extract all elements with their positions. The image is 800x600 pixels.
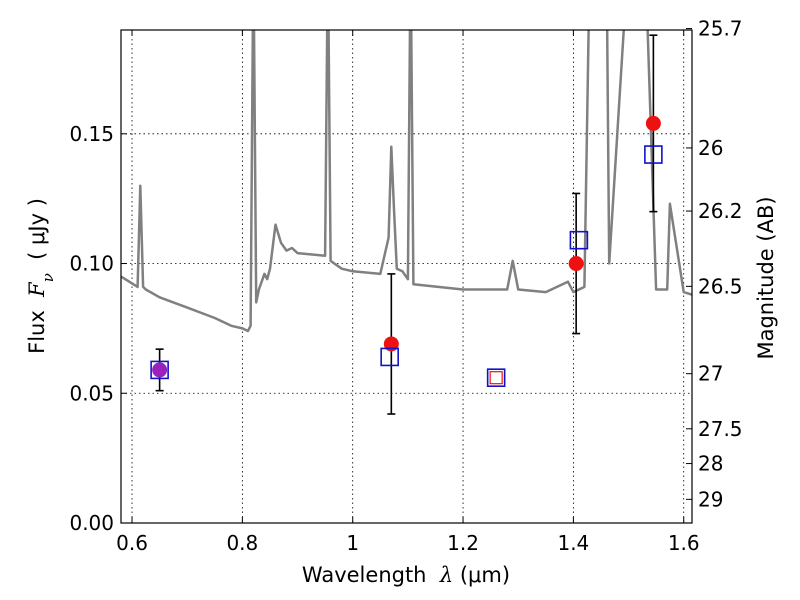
observed-point — [152, 362, 168, 378]
y-tick-label: 0.10 — [69, 252, 114, 276]
right-tick-label: 27.5 — [698, 417, 743, 441]
x-axis-label: Wavelength λ (μm) — [302, 563, 510, 587]
x-axis-label-symbol: λ — [439, 563, 453, 587]
x-tick-label: 1.6 — [668, 531, 700, 555]
right-tick-label: 25.7 — [698, 17, 743, 41]
y-axis-label-symbol: F — [25, 281, 49, 298]
photometry-points — [150, 34, 663, 415]
x-tick-label: 1.4 — [557, 531, 589, 555]
x-tick-label: 0.8 — [226, 531, 258, 555]
synthetic-point — [569, 230, 589, 250]
right-tick-label: 27 — [698, 362, 723, 386]
observed-point — [645, 115, 661, 131]
y-axis-label: Flux Fν ( μJy ) — [25, 198, 57, 354]
svg-text:Wavelength λ (μm): Wavelength λ (μm) — [302, 563, 510, 587]
right-tick-label: 29 — [698, 487, 723, 511]
right-tick-label: 26 — [698, 136, 723, 160]
y-axis-label-suffix: ( μJy ) — [25, 198, 49, 273]
model-spectrum — [121, 30, 692, 333]
synthetic-point — [486, 368, 506, 387]
y-tick-label: 0.00 — [69, 511, 114, 535]
right-tick-label: 28 — [698, 452, 723, 476]
synthetic-point — [150, 360, 169, 380]
right-tick-label: 26.5 — [698, 274, 743, 298]
svg-text:Flux Fν ( μJy ): Flux Fν ( μJy ) — [25, 198, 57, 354]
y-tick-label: 0.05 — [69, 381, 114, 405]
x-tick-label: 0.6 — [116, 531, 148, 555]
observed-point — [568, 256, 584, 272]
x-axis-label-suffix: (μm) — [453, 563, 510, 587]
model-spectrum-line — [121, 30, 692, 333]
x-tick-label: 1 — [346, 531, 359, 555]
axes — [120, 28, 693, 524]
synthetic-point — [644, 145, 663, 164]
upper-limit-point — [489, 371, 503, 385]
x-tick-label: 1.2 — [447, 531, 479, 555]
synthetic-point — [380, 347, 399, 367]
right-tick-label: 26.2 — [698, 199, 743, 223]
y-axis-label-subscript: ν — [39, 273, 57, 282]
x-axis-label-prefix: Wavelength — [302, 563, 440, 587]
y-tick-label: 0.15 — [69, 122, 114, 146]
y-axis-label-prefix: Flux — [25, 297, 49, 354]
tick-labels: 0.6 0.8 1 1.2 1.4 1.6 0.00 0.05 0.10 0.15 25.7 26 26… — [69, 17, 742, 555]
plot-frame — [120, 29, 693, 524]
right-axis-label: Magnitude (AB) — [754, 196, 778, 359]
